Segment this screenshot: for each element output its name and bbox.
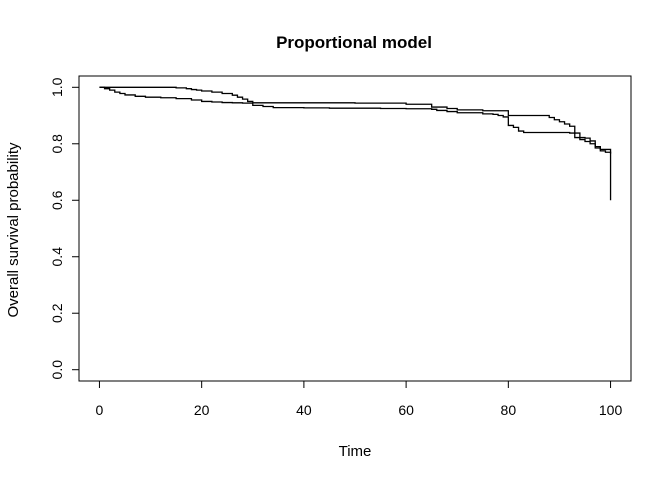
y-axis-label: Overall survival probability: [5, 142, 22, 318]
series-layer: [99, 86, 612, 201]
survival-curve-2: [99, 86, 612, 154]
x-tick-label: 100: [599, 402, 623, 418]
x-axis-label: Time: [339, 443, 372, 460]
y-tick-label: 1.0: [49, 77, 65, 97]
x-tick-label: 60: [398, 402, 414, 418]
y-tick-label: 0.4: [49, 247, 65, 267]
y-tick-label: 0.2: [49, 303, 65, 323]
x-tick-label: 40: [296, 402, 312, 418]
x-tick-label: 0: [96, 402, 104, 418]
chart-title: Proportional model: [276, 33, 432, 52]
y-tick-label: 0.0: [49, 360, 65, 380]
x-tick-label: 80: [501, 402, 517, 418]
plot-frame: [78, 75, 632, 382]
survival-curve-1: [99, 86, 612, 201]
x-tick-label: 20: [194, 402, 210, 418]
y-tick-label: 0.8: [49, 134, 65, 154]
y-tick-label: 0.6: [49, 190, 65, 210]
axes: 0 20 40 60 80 100 0.0 0.2 0.4 0.6 0.8 1.0: [49, 77, 622, 418]
